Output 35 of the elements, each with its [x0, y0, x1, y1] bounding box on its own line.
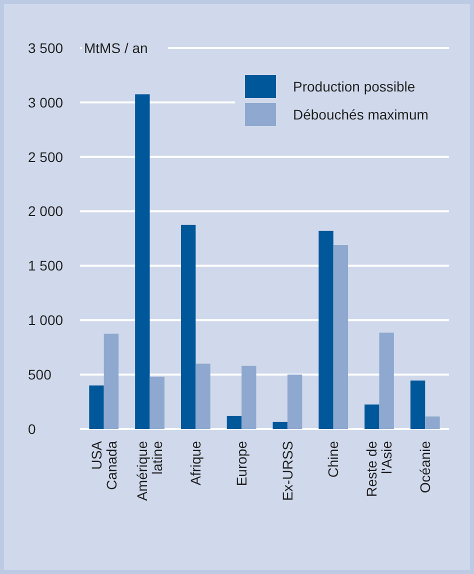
- y-tick-label: 3 000: [28, 94, 64, 110]
- bar: [379, 332, 394, 429]
- x-tick-label: Ex-URSS: [279, 441, 296, 501]
- bar: [364, 404, 380, 429]
- x-tick-label: Reste de l'Asie: [364, 440, 395, 498]
- bar: [104, 334, 119, 429]
- y-tick-label: 2 000: [28, 203, 64, 220]
- x-tick-label: Océanie: [417, 440, 434, 494]
- y-tick-label: 0: [28, 420, 36, 437]
- y-tick-label: 1 000: [28, 312, 64, 328]
- x-tick-label: Europe: [233, 440, 250, 486]
- bar: [89, 385, 104, 429]
- bar: [180, 224, 196, 429]
- y-tick-label: 2 500: [28, 148, 64, 165]
- y-tick-label: 3 500: [28, 40, 64, 56]
- bar: [318, 230, 334, 429]
- x-tick-label: Amérique latine: [134, 440, 166, 501]
- bar: [242, 366, 256, 429]
- legend-label: Débouchés maximum: [293, 106, 428, 122]
- bar: [410, 380, 426, 429]
- bar: [135, 94, 150, 429]
- x-tick-label: Afrique: [188, 440, 204, 486]
- x-tick-label: USA Canada: [88, 440, 120, 490]
- x-tick-label: Chine: [325, 440, 342, 478]
- legend-label: Production possible: [293, 78, 416, 94]
- y-tick-label: 1 500: [28, 258, 64, 274]
- bar: [333, 245, 348, 429]
- bar: [272, 422, 288, 429]
- y-tick-label: 500: [28, 366, 52, 382]
- bar: [287, 374, 302, 429]
- bar: [226, 416, 242, 429]
- bar: [150, 376, 164, 429]
- y-axis-title: MtMS / an: [84, 40, 148, 56]
- bar: [196, 364, 210, 429]
- bar: [425, 416, 440, 429]
